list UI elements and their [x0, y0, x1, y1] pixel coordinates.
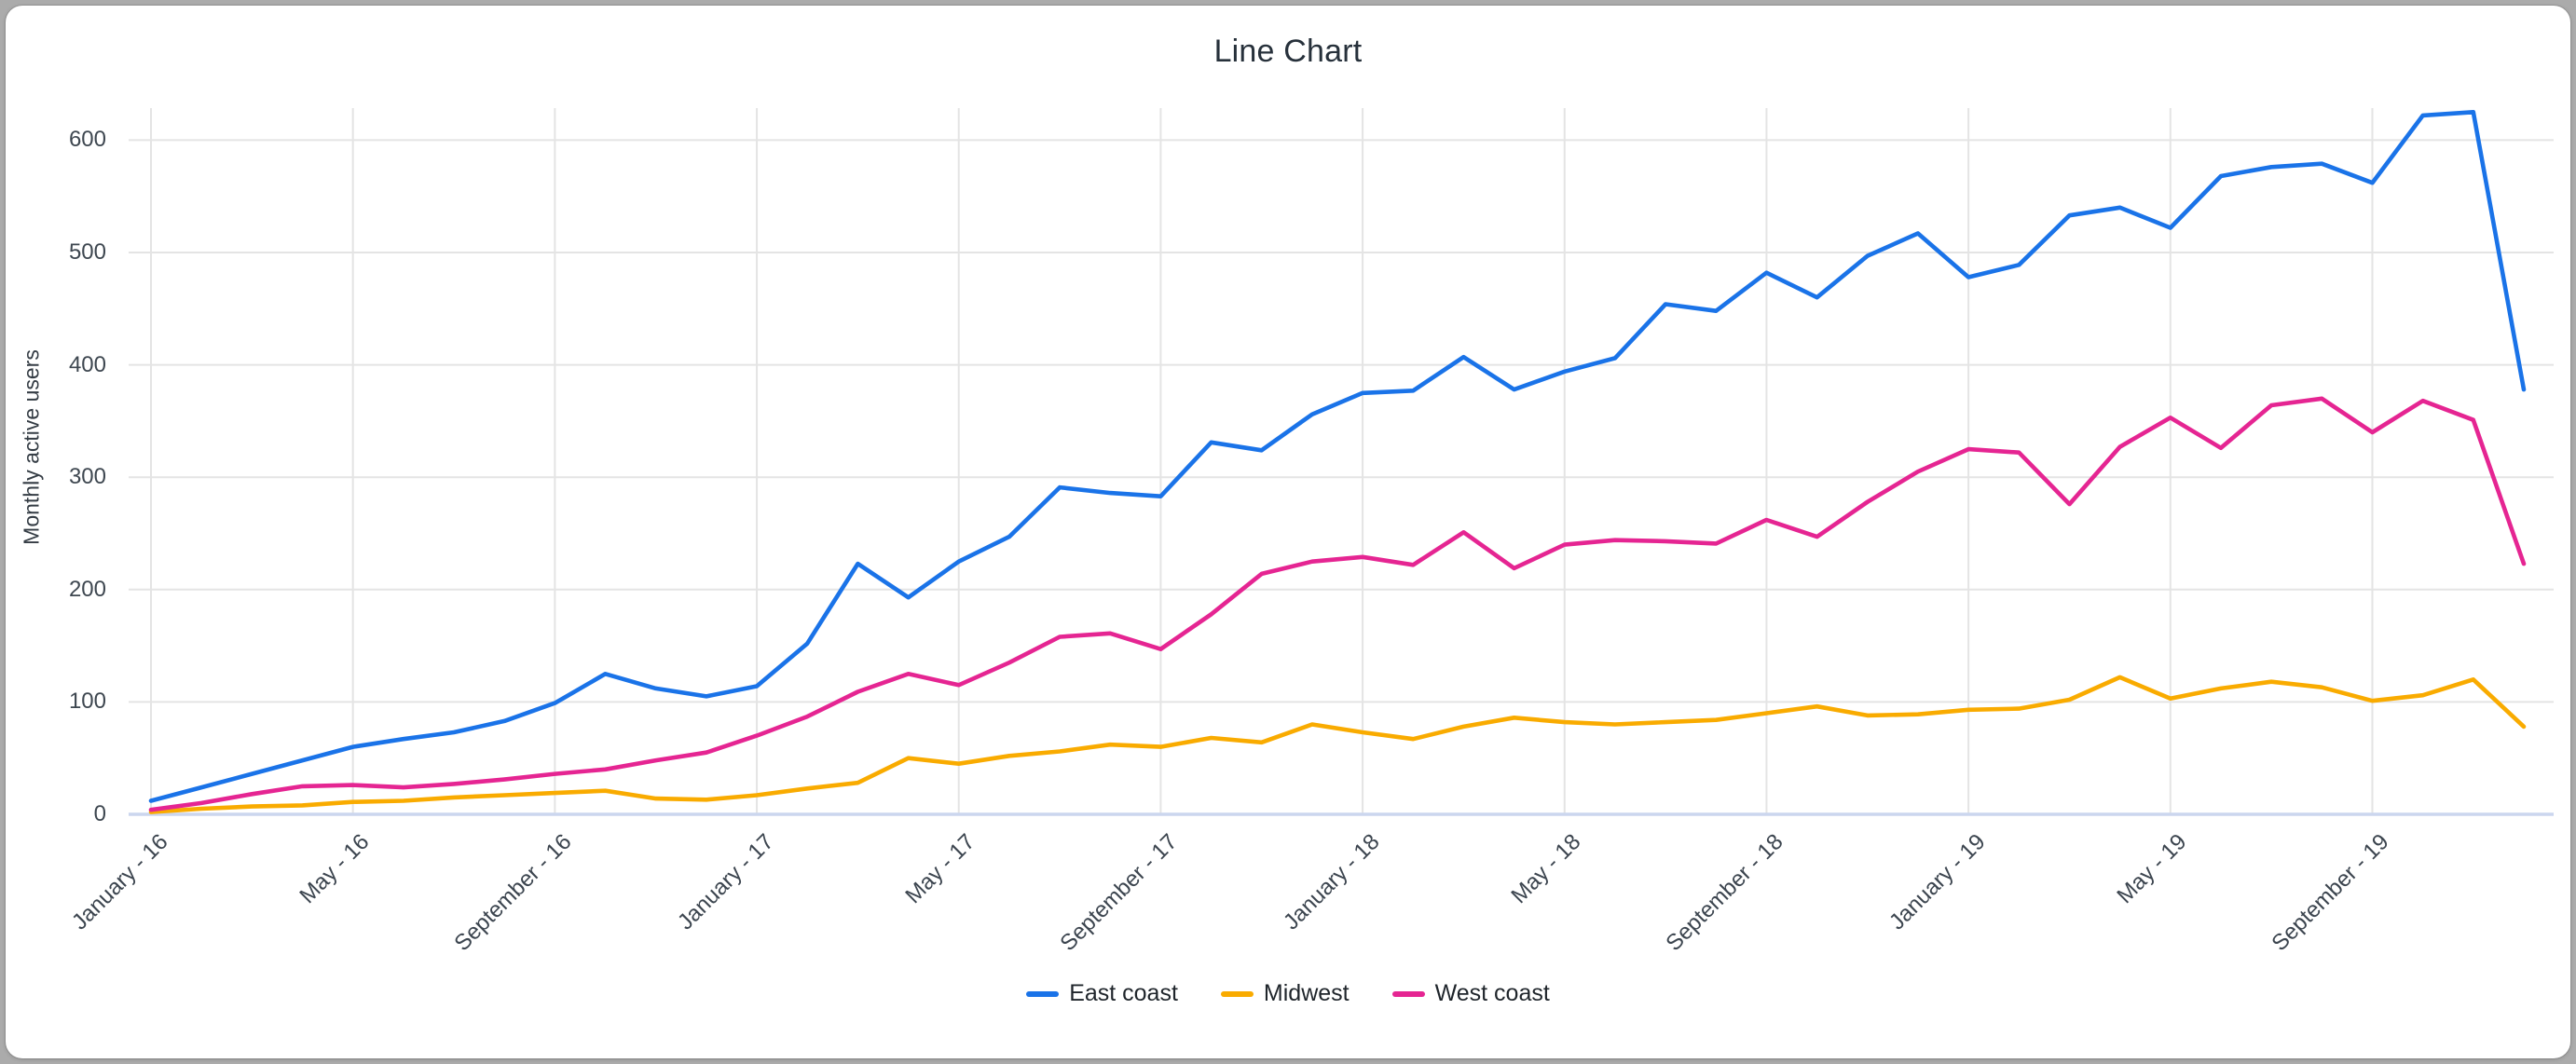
legend-item-east-coast[interactable]: East coast	[1026, 980, 1178, 1007]
series-line-west-coast	[148, 396, 2527, 812]
series-line-east-coast	[148, 110, 2527, 803]
y-tick-label: 200	[68, 576, 106, 602]
legend-label: East coast	[1069, 980, 1178, 1006]
series-line-midwest	[148, 675, 2527, 814]
chart-title: Line Chart	[1213, 34, 1363, 69]
y-tick-label: 100	[68, 689, 106, 715]
legend-label: Midwest	[1263, 980, 1350, 1006]
chart-stage: Line Chart Monthly active users 0 100 200 3…	[6, 6, 2570, 1058]
legend-item-midwest[interactable]: Midwest	[1220, 980, 1350, 1007]
chart-card: Line Chart Monthly active users 0 100 200 3…	[6, 6, 2570, 1058]
y-tick-label: 0	[93, 801, 106, 826]
legend-line-swatch	[1391, 990, 1425, 997]
legend-line-swatch	[1220, 990, 1254, 997]
legend-line-swatch	[1026, 990, 1060, 997]
legend-item-west-coast[interactable]: West coast	[1391, 980, 1550, 1007]
y-tick-label: 500	[68, 239, 106, 265]
line-chart-canvas	[129, 108, 2554, 816]
y-tick-label: 300	[68, 464, 106, 490]
y-tick-label: 400	[68, 351, 106, 377]
y-tick-label: 600	[68, 127, 106, 153]
chart-legend: East coast Midwest West coast	[6, 980, 2570, 1007]
legend-label: West coast	[1434, 980, 1550, 1006]
